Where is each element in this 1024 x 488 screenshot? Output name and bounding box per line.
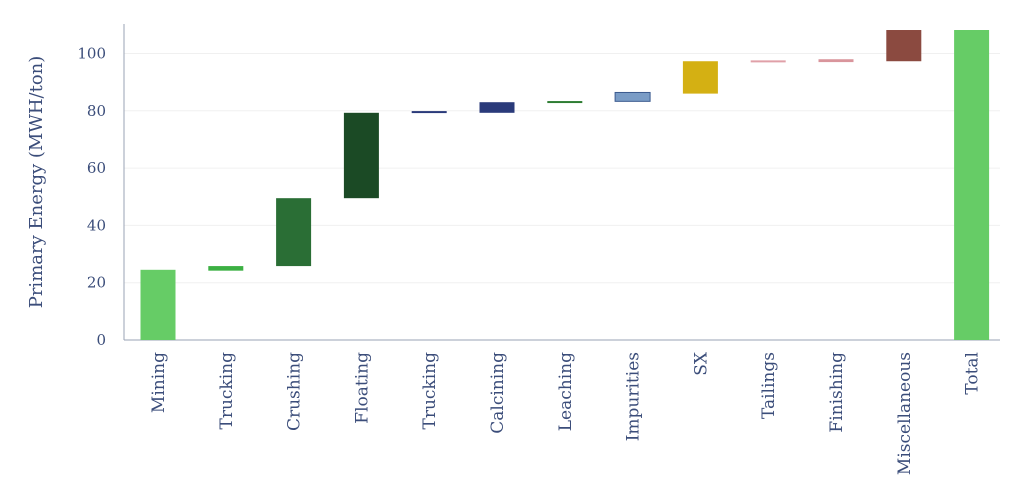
axes	[123, 24, 1000, 341]
y-tick-label: 0	[96, 331, 106, 349]
bar-tailings	[750, 60, 786, 63]
bar-sx	[682, 61, 718, 94]
y-tick-label: 40	[87, 216, 106, 234]
bar-finishing	[818, 59, 854, 63]
category-labels: Mining Trucking Crushing Floating Trucking Ca…	[149, 351, 983, 475]
bar-total	[954, 30, 990, 341]
bar-miscellaneous	[886, 30, 922, 62]
category-label: Miscellaneous	[895, 352, 915, 475]
category-label: Total	[963, 352, 983, 395]
category-label: SX	[691, 351, 711, 376]
bar-calcining	[479, 102, 515, 113]
y-tick-label: 20	[87, 274, 106, 292]
category-label: Impurities	[624, 352, 644, 441]
y-tick-label: 60	[87, 159, 106, 177]
y-tick-label: 80	[87, 102, 106, 120]
category-label: Floating	[352, 352, 372, 424]
bar-mining	[140, 269, 176, 340]
category-label: Crushing	[285, 352, 305, 431]
category-label: Trucking	[217, 352, 237, 430]
category-label: Finishing	[827, 352, 847, 433]
category-label: Calcining	[488, 352, 508, 434]
y-tick-labels: 0 20 40 60 80 100	[77, 45, 106, 350]
category-label: Mining	[149, 352, 169, 413]
bar-impurities	[614, 91, 651, 102]
bar-trucking	[411, 111, 447, 114]
bar-leaching	[547, 101, 583, 104]
bars	[140, 30, 990, 341]
category-label: Leaching	[556, 352, 576, 431]
gridlines	[124, 53, 1000, 284]
bar-crushing	[276, 198, 312, 267]
category-label: Tailings	[759, 352, 779, 419]
category-label: Trucking	[420, 352, 440, 430]
y-tick-label: 100	[77, 45, 106, 63]
bar-trucking	[208, 266, 244, 271]
bar-floating	[343, 112, 379, 199]
y-axis-title: Primary Energy (MWH/ton)	[26, 56, 47, 309]
